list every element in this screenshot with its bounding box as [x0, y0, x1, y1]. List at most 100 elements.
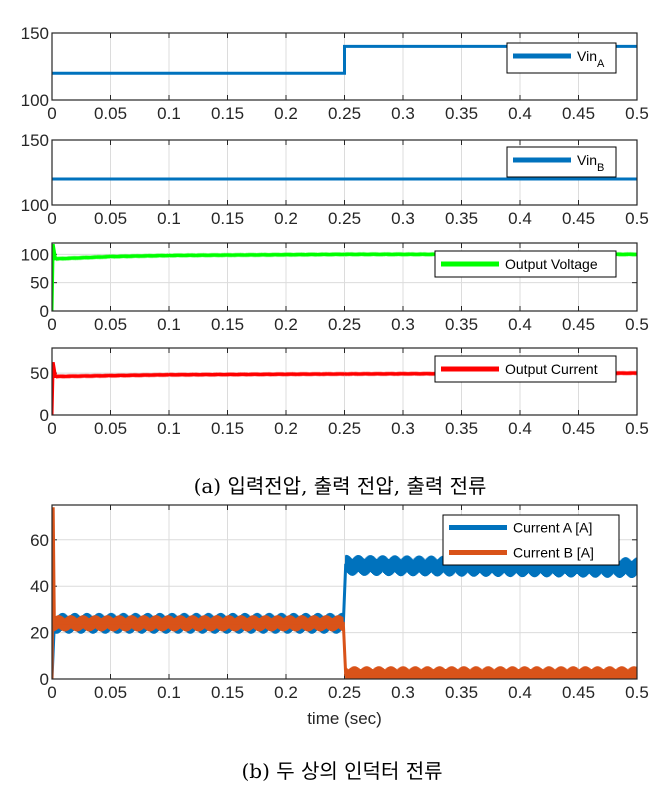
- x-tick-label: 0.35: [445, 104, 478, 123]
- x-tick-label: 0.4: [508, 315, 532, 334]
- series-2: [52, 507, 637, 679]
- x-tick-label: 0.35: [445, 209, 478, 228]
- caption-b: (b) 두 상의 인덕터 전류: [241, 759, 442, 783]
- series-line: [52, 243, 637, 311]
- x-tick-label: 0.2: [274, 104, 298, 123]
- x-tick-label: 0.35: [445, 683, 478, 702]
- y-tick-label: 60: [30, 531, 49, 550]
- panel-2: 0 0.05 0.1 0.15 0.2 0.25 0.3 0.35 0.4 0.45 0.5 100 1…: [21, 131, 649, 228]
- series-line: [52, 507, 637, 679]
- x-tick-label: 0.1: [157, 419, 181, 438]
- x-tick-label: 0: [47, 419, 56, 438]
- axes-frame: [51, 347, 638, 416]
- series-line: [52, 361, 637, 415]
- x-tick-label: 0.4: [508, 419, 532, 438]
- legend-label: Current A [A]: [513, 520, 592, 536]
- x-tick-label: 0.3: [391, 209, 415, 228]
- legend-label: Output Voltage: [505, 256, 598, 272]
- y-tick-label: 100: [21, 196, 49, 215]
- x-tick-label: 0.1: [157, 209, 181, 228]
- y-tick-label: 50: [30, 274, 49, 293]
- panel-1: 0 0.05 0.1 0.15 0.2 0.25 0.3 0.35 0.4 0.45 0.5 100 1…: [21, 24, 649, 123]
- x-tick-label: 0.25: [328, 104, 361, 123]
- x-tick-label: 0.3: [391, 315, 415, 334]
- x-tick-label: 0.4: [508, 209, 532, 228]
- x-tick-label: 0.4: [508, 104, 532, 123]
- series-1: [52, 44, 637, 75]
- x-tick-label: 0.5: [625, 104, 649, 123]
- axes-frame: [51, 242, 638, 312]
- x-tick-label: 0.2: [274, 419, 298, 438]
- y-tick-label: 150: [21, 24, 49, 43]
- legend-label: Current B [A]: [513, 545, 594, 561]
- plots: 0 0.05 0.1 0.15 0.2 0.25 0.3 0.35 0.4 0.45 0.5 100 1…: [21, 24, 649, 728]
- x-tick-label: 0.2: [274, 315, 298, 334]
- x-tick-label: 0.15: [211, 209, 244, 228]
- x-tick-label: 0.15: [211, 315, 244, 334]
- legend: Output Current: [434, 355, 617, 383]
- y-tick-label: 0: [40, 406, 49, 425]
- x-tick-label: 0.25: [328, 419, 361, 438]
- x-tick-label: 0: [47, 209, 56, 228]
- x-tick-label: 0.3: [391, 683, 415, 702]
- x-tick-label: 0.1: [157, 104, 181, 123]
- x-tick-label: 0.15: [211, 104, 244, 123]
- y-tick-label: 40: [30, 577, 49, 596]
- x-tick-label: 0.45: [562, 419, 595, 438]
- x-tick-label: 0.25: [328, 315, 361, 334]
- x-tick-label: 0.5: [625, 315, 649, 334]
- x-tick-label: 0.45: [562, 315, 595, 334]
- y-tick-label: 150: [21, 131, 49, 150]
- panel-3: 0 0.05 0.1 0.15 0.2 0.25 0.3 0.35 0.4 0.45 0.5 0 50 1…: [21, 242, 649, 334]
- y-tick-label: 20: [30, 624, 49, 643]
- x-tick-label: 0.45: [562, 209, 595, 228]
- y-tick-label: 100: [21, 91, 49, 110]
- axes-frame: [51, 504, 638, 680]
- x-tick-label: 0: [47, 315, 56, 334]
- x-axis-label: time (sec): [307, 709, 382, 728]
- series-line: [52, 44, 637, 75]
- x-tick-label: 0: [47, 104, 56, 123]
- axes-frame: [51, 32, 638, 101]
- x-tick-label: 0.35: [445, 419, 478, 438]
- legend: VinB: [506, 146, 617, 178]
- x-tick-label: 0.15: [211, 419, 244, 438]
- y-tick-label: 50: [30, 364, 49, 383]
- x-tick-label: 0.25: [328, 683, 361, 702]
- x-tick-label: 0.5: [625, 683, 649, 702]
- x-tick-label: 0.45: [562, 683, 595, 702]
- x-tick-label: 0.3: [391, 419, 415, 438]
- x-tick-label: 0.5: [625, 209, 649, 228]
- caption-a: (a) 입력전압, 출력 전압, 출력 전류: [194, 474, 487, 498]
- x-tick-label: 0.05: [94, 209, 127, 228]
- legend-box: [442, 514, 620, 566]
- legend-label: Output Current: [505, 361, 598, 377]
- x-tick-label: 0.25: [328, 209, 361, 228]
- legend: Current A [A] Current B [A]: [442, 514, 620, 566]
- x-tick-label: 0.1: [157, 315, 181, 334]
- x-tick-label: 0.5: [625, 419, 649, 438]
- x-tick-label: 0.3: [391, 104, 415, 123]
- legend: Output Voltage: [434, 250, 617, 278]
- x-tick-label: 0.35: [445, 315, 478, 334]
- y-tick-label: 0: [40, 670, 49, 689]
- legend: VinA: [506, 42, 617, 74]
- x-tick-label: 0.1: [157, 683, 181, 702]
- y-tick-label: 0: [40, 302, 49, 321]
- x-tick-label: 0.05: [94, 683, 127, 702]
- x-tick-label: 0.2: [274, 683, 298, 702]
- legend-subscript: B: [597, 162, 604, 174]
- panel-5: 0 0.05 0.1 0.15 0.2 0.25 0.3 0.35 0.4 0.45 0.5 0 20 4…: [30, 504, 649, 728]
- x-tick-label: 0.45: [562, 104, 595, 123]
- axes-frame: [51, 139, 638, 206]
- y-tick-label: 100: [21, 245, 49, 264]
- x-tick-label: 0.15: [211, 683, 244, 702]
- x-tick-label: 0.2: [274, 209, 298, 228]
- legend-subscript: A: [597, 58, 605, 70]
- x-tick-label: 0.05: [94, 315, 127, 334]
- panel-4: 0 0.05 0.1 0.15 0.2 0.25 0.3 0.35 0.4 0.45 0.5 0 50 O…: [30, 347, 649, 438]
- x-tick-label: 0.05: [94, 419, 127, 438]
- x-tick-label: 0: [47, 683, 56, 702]
- x-tick-label: 0.05: [94, 104, 127, 123]
